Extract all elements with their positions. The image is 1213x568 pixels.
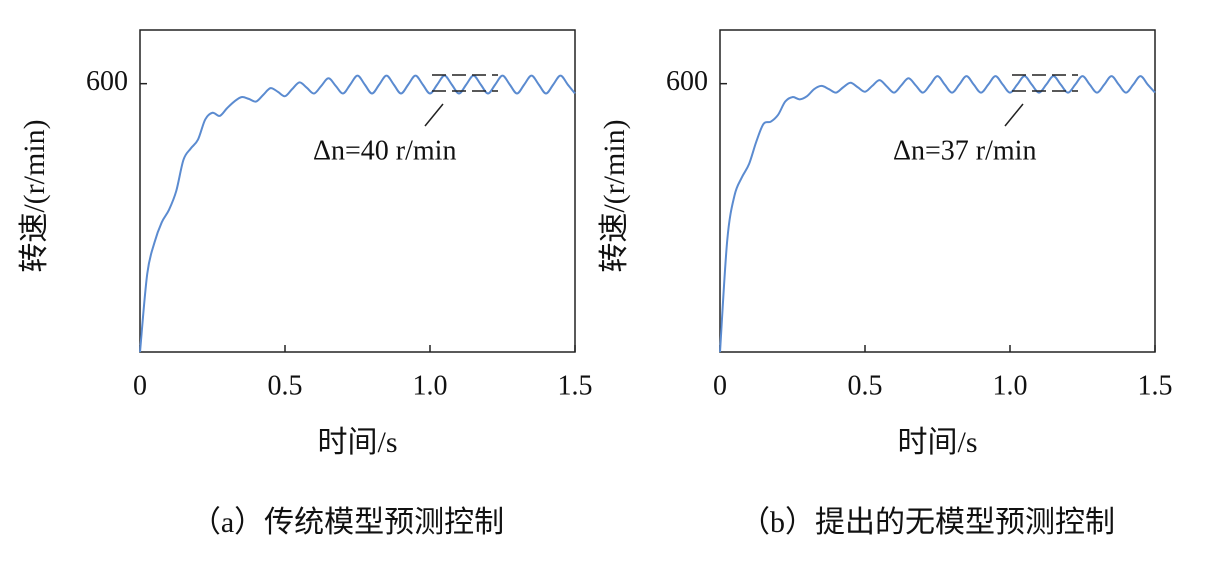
x-tick-label: 1.5: [1138, 370, 1173, 401]
y-axis-label: 转速/(r/min): [598, 119, 631, 272]
y-tick-label: 600: [666, 66, 708, 97]
x-tick-label: 0.5: [268, 370, 303, 401]
x-tick-label: 1.5: [558, 370, 593, 401]
annotation: Δn=37 r/min: [893, 135, 1036, 166]
x-axis-label: 时间/s: [317, 426, 397, 459]
x-tick-label: 1.0: [413, 370, 448, 401]
x-tick-label: 1.0: [993, 370, 1028, 401]
plot-frame: [139, 29, 576, 353]
y-tick-label: 600: [86, 66, 128, 97]
x-axis-label: 时间/s: [897, 426, 977, 459]
speed-line: [719, 75, 1156, 353]
annotation: Δn=40 r/min: [313, 135, 456, 166]
caption: （b）提出的无模型预测控制: [740, 506, 1115, 539]
x-tick-label: 0: [133, 370, 147, 401]
leader-line: [1004, 103, 1024, 127]
speed-line: [139, 74, 576, 353]
x-tick-label: 0.5: [848, 370, 883, 401]
leader-line: [424, 103, 444, 127]
x-tick-label: 0: [713, 370, 727, 401]
y-axis-label: 转速/(r/min): [18, 119, 51, 272]
caption: （a）传统模型预测控制: [191, 506, 504, 539]
plot-frame: [719, 29, 1156, 353]
